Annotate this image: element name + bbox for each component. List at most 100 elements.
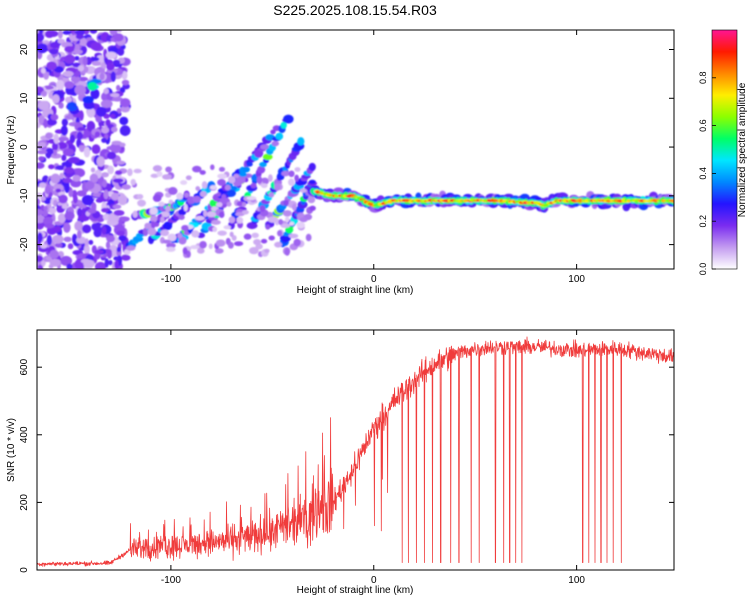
heatmap-blob [267, 174, 273, 182]
heatmap-blob [241, 201, 247, 207]
heatmap-blob [260, 238, 268, 244]
heatmap-blob [294, 167, 301, 172]
heatmap-blob [73, 194, 78, 204]
heatmap-blob [241, 209, 249, 215]
heatmap-blob [62, 177, 73, 184]
heatmap-blob [268, 235, 275, 241]
heatmap-blob [111, 126, 118, 133]
heatmap-blob [250, 182, 257, 189]
heatmap-blob [86, 107, 96, 118]
heatmap-blob [216, 201, 223, 208]
heatmap-blob [62, 30, 72, 35]
heatmap-blob [120, 105, 130, 113]
heatmap-blob [162, 239, 171, 244]
heatmap-blob [161, 211, 170, 218]
x-tick-label: 0 [371, 575, 377, 586]
heatmap-blob [284, 247, 290, 256]
heatmap-blob [70, 75, 81, 83]
heatmap-blob [120, 98, 131, 108]
heatmap-blob [90, 56, 100, 62]
heatmap-blob [119, 116, 129, 126]
heatmap-blob [278, 218, 284, 226]
heatmap-blob [274, 241, 283, 248]
x-tick-label: 0 [371, 274, 377, 285]
heatmap-blob [37, 198, 41, 206]
heatmap-blob [77, 65, 85, 72]
spectrogram-x-axis-label: Height of straight line (km) [297, 285, 414, 296]
heatmap-blob [229, 231, 234, 238]
heatmap-blob [37, 255, 43, 262]
heatmap-blob [116, 246, 122, 253]
spectrogram-frame [36, 29, 675, 270]
heatmap-blob [180, 180, 188, 185]
heatmap-blob [217, 173, 227, 179]
heatmap-blob [299, 188, 307, 193]
heatmap-blob [52, 142, 59, 151]
heatmap-blob [291, 203, 297, 211]
snr-y-axis-label: SNR (10 * v/v) [6, 418, 17, 482]
heatmap-blob [38, 141, 47, 148]
heatmap-blob [293, 238, 301, 247]
heatmap-blob [299, 217, 308, 223]
heatmap-blob [246, 161, 253, 167]
heatmap-blob [113, 256, 119, 261]
heatmap-blob [283, 114, 294, 124]
heatmap-blob [183, 203, 188, 212]
snr-series-line [37, 336, 674, 567]
heatmap-blob [185, 175, 192, 181]
heatmap-blob [178, 236, 187, 245]
heatmap-blob [52, 94, 60, 104]
spectrogram-y-axis-label: Frequency (Hz) [6, 116, 17, 185]
heatmap-blob [74, 220, 83, 231]
heatmap-blob [52, 234, 64, 244]
heatmap-blob [282, 210, 292, 217]
heatmap-blob [167, 233, 177, 242]
colorbar-tick-label: 0.6 [698, 119, 708, 132]
heatmap-blob [40, 67, 46, 74]
heatmap-blob [109, 30, 118, 36]
heatmap-blob [182, 247, 188, 255]
heatmap-blob [270, 129, 276, 135]
heatmap-blob [212, 226, 218, 232]
heatmap-blob [294, 174, 299, 182]
heatmap-blob [76, 230, 82, 239]
heatmap-blob [297, 137, 305, 146]
heatmap-blob [256, 176, 263, 184]
heatmap-blob [59, 172, 64, 180]
heatmap-blob [111, 192, 120, 201]
heatmap-blob [132, 210, 138, 218]
colorbar-tick-label: 0.8 [698, 72, 708, 85]
heatmap-blob [90, 167, 96, 173]
heatmap-blob [147, 227, 157, 236]
heatmap-blob [43, 118, 48, 129]
heatmap-blob [37, 32, 45, 43]
heatmap-blob [57, 136, 69, 142]
heatmap-blob [106, 235, 115, 243]
heatmap-blob [242, 166, 250, 173]
heatmap-blob [106, 151, 117, 160]
colorbar-label: Normalized spectral amplitude [737, 82, 748, 217]
heatmap-blob [165, 205, 171, 213]
heatmap-blob [84, 181, 95, 190]
heatmap-blob [150, 215, 158, 223]
heatmap-blob [110, 71, 116, 82]
heatmap-blob [89, 173, 99, 183]
heatmap-blob [152, 165, 163, 172]
heatmap-blob [64, 167, 75, 174]
heatmap-blob [83, 244, 90, 255]
heatmap-blob [136, 193, 144, 200]
heatmap-blob [137, 199, 146, 207]
heatmap-blob [281, 170, 290, 177]
heatmap-blob [50, 173, 61, 184]
heatmap-blob [94, 249, 104, 254]
heatmap-blob [52, 149, 58, 156]
heatmap-blob [95, 106, 107, 117]
heatmap-blob [83, 146, 91, 158]
heatmap-blob [259, 161, 267, 168]
heatmap-blob [101, 126, 110, 134]
heatmap-blob [78, 204, 87, 209]
heatmap-blob [63, 222, 71, 233]
heatmap-blob [227, 241, 234, 249]
